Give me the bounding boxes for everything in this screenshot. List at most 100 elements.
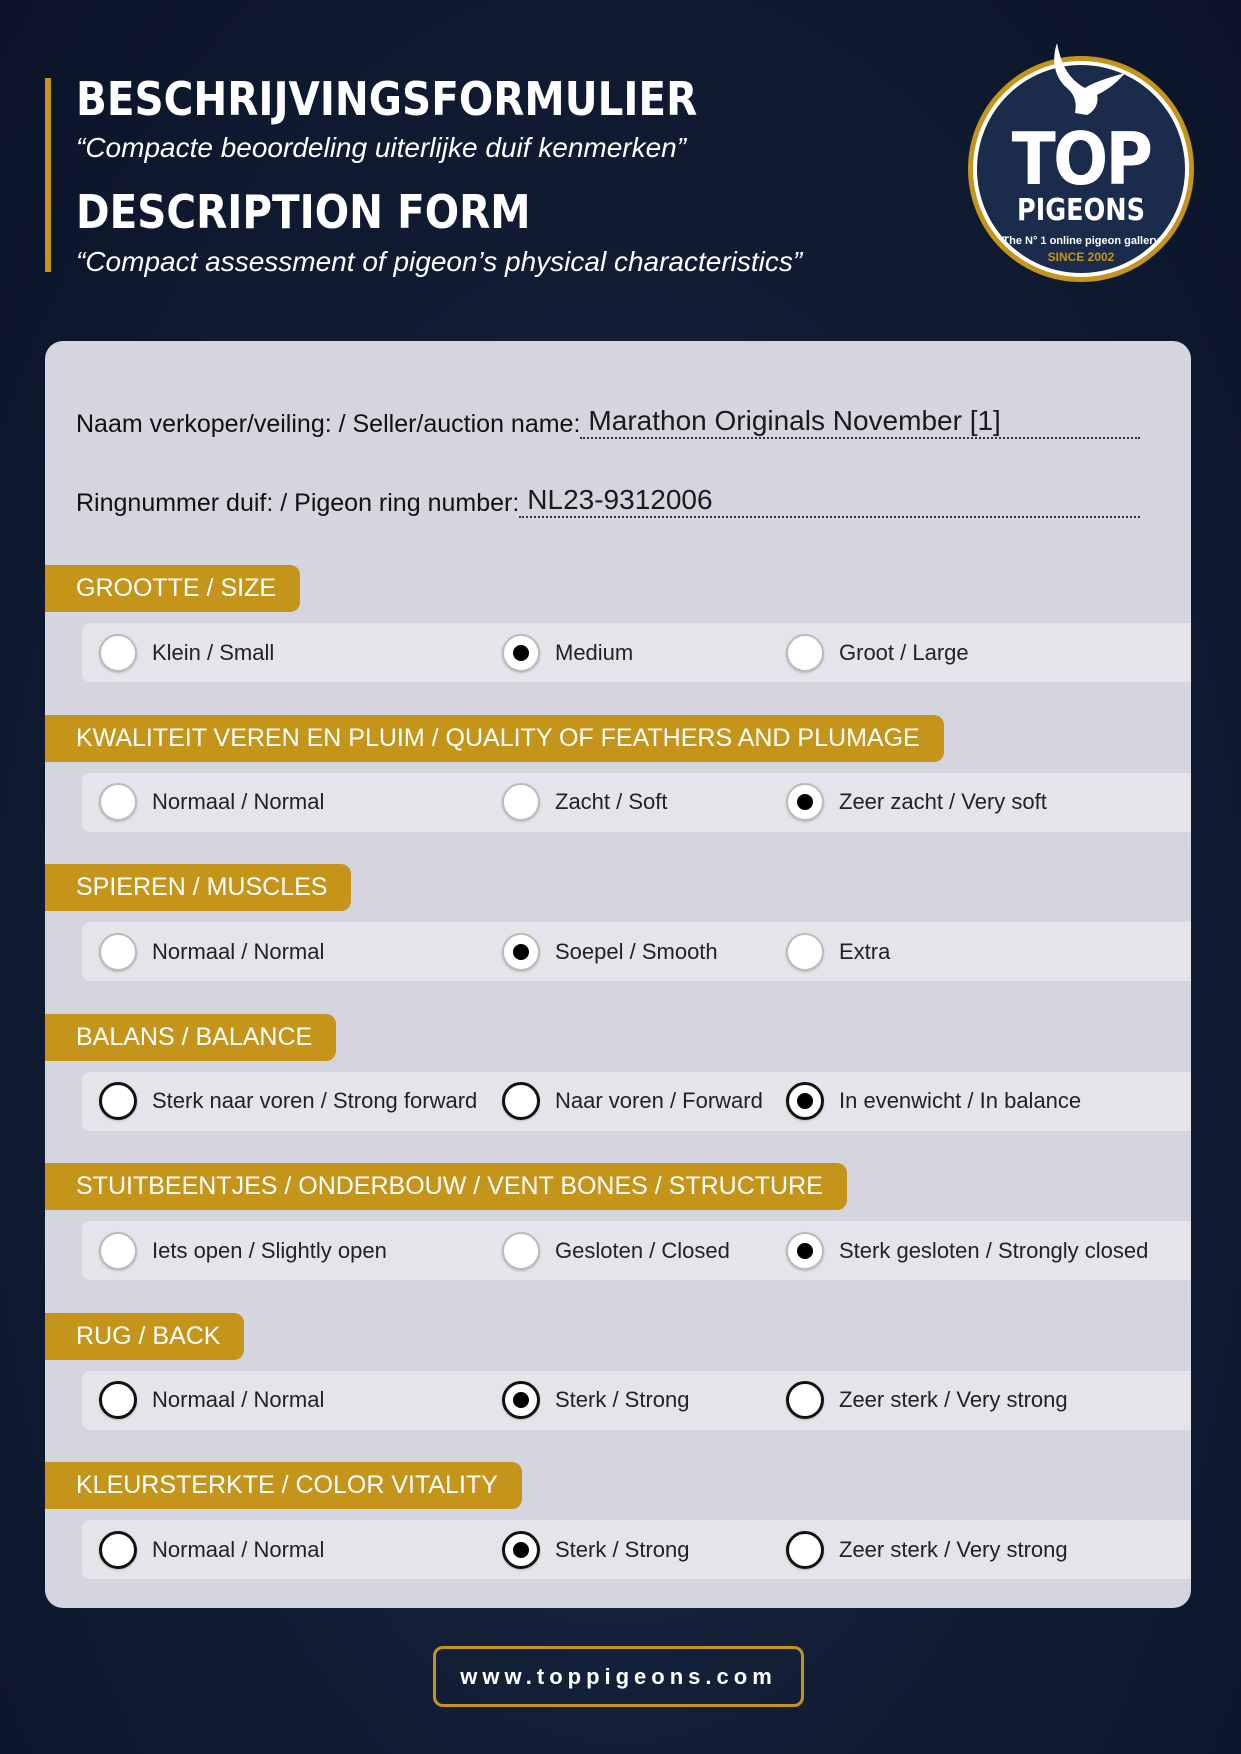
option-label: Zeer zacht / Very soft: [839, 789, 1047, 814]
radio-option[interactable]: Normaal / Normal: [99, 773, 324, 832]
radio-checked-icon[interactable]: [502, 1381, 540, 1419]
radio-unchecked-icon[interactable]: [502, 783, 540, 821]
radio-unchecked-icon[interactable]: [99, 783, 137, 821]
option-label: Groot / Large: [839, 639, 969, 665]
section-header: STUITBEENTJES / ONDERBOUW / VENT BONES /…: [45, 1163, 847, 1210]
radio-unchecked-icon[interactable]: [786, 1381, 824, 1419]
radio-option[interactable]: Sterk naar voren / Strong forward: [99, 1072, 477, 1131]
option-label: Zeer sterk / Very strong: [839, 1387, 1068, 1412]
radio-dot: [797, 794, 813, 810]
radio-checked-icon[interactable]: [502, 932, 540, 971]
option-label: Sterk naar voren / Strong forward: [152, 1088, 478, 1113]
section-header: SPIEREN / MUSCLES: [45, 864, 352, 911]
option-row: Normaal / Normal Sterk / Strong Zeer sterk…: [82, 1520, 1191, 1579]
logo-text-top: TOP: [1011, 117, 1153, 201]
radio-option[interactable]: In evenwicht / In balance: [786, 1072, 1081, 1131]
radio-dot: [797, 1242, 813, 1259]
option-label: Klein / Small: [152, 639, 275, 665]
radio-unchecked-icon[interactable]: [786, 932, 824, 971]
option-label: Gesloten / Closed: [555, 1237, 730, 1263]
section-header: KWALITEIT VEREN EN PLUIM / QUALITY OF FE…: [45, 714, 944, 762]
radio-dot: [797, 1093, 813, 1109]
accent-bar: [45, 78, 51, 272]
subtitle-en: “Compact assessment of pigeon’s physical…: [76, 246, 803, 277]
option-label: Iets open / Slightly open: [152, 1237, 387, 1263]
radio-unchecked-icon[interactable]: [502, 1082, 540, 1120]
radio-dot: [513, 943, 529, 960]
ring-number-input[interactable]: NL23-9312006: [519, 484, 1140, 518]
seller-label: Naam verkoper/veiling: / Seller/auction …: [76, 410, 581, 438]
radio-dot: [513, 644, 529, 661]
radio-option[interactable]: Groot / Large: [786, 623, 969, 682]
radio-unchecked-icon[interactable]: [99, 932, 137, 971]
option-label: Zacht / Soft: [555, 789, 668, 814]
section-header: RUG / BACK: [45, 1312, 245, 1360]
logo-text-pigeons: PIGEONS: [1017, 193, 1145, 228]
option-label: Sterk / Strong: [555, 1387, 690, 1412]
radio-unchecked-icon[interactable]: [502, 1231, 540, 1270]
radio-unchecked-icon[interactable]: [99, 1082, 137, 1120]
radio-unchecked-icon[interactable]: [99, 1530, 137, 1569]
radio-option[interactable]: Sterk / Strong: [502, 1371, 690, 1430]
option-label: Medium: [555, 639, 634, 665]
radio-unchecked-icon[interactable]: [99, 1231, 137, 1270]
radio-option[interactable]: Normaal / Normal: [99, 1371, 324, 1430]
option-row: Iets open / Slightly open Gesloten / Clos…: [82, 1221, 1191, 1280]
title-en: DESCRIPTION FORM: [76, 185, 531, 239]
top-pigeons-logo: TOP PIGEONS The N° 1 online pigeon galle…: [968, 43, 1194, 282]
radio-dot: [513, 1541, 529, 1558]
radio-unchecked-icon[interactable]: [99, 1381, 137, 1419]
option-row: Normaal / Normal Sterk / Strong Zeer sterk…: [82, 1370, 1191, 1430]
radio-checked-icon[interactable]: [786, 1082, 824, 1120]
radio-option[interactable]: Zeer sterk / Very strong: [786, 1371, 1068, 1430]
radio-checked-icon[interactable]: [786, 1231, 824, 1270]
option-label: In evenwicht / In balance: [839, 1088, 1082, 1113]
radio-unchecked-icon[interactable]: [99, 633, 137, 672]
radio-option[interactable]: Medium: [502, 623, 633, 682]
option-row: Normaal / Normal Soepel / Smooth Extra: [82, 922, 1191, 981]
seller-input[interactable]: Marathon Originals November [1]: [580, 405, 1140, 439]
option-label: Normaal / Normal: [152, 938, 325, 964]
option-row: Klein / Small Medium Groot / Large: [82, 623, 1191, 682]
radio-option[interactable]: Normaal / Normal: [99, 922, 324, 981]
option-label: Zeer sterk / Very strong: [839, 1536, 1068, 1562]
title-nl: BESCHRIJVINGSFORMULIER: [76, 72, 698, 126]
section-header: BALANS / BALANCE: [45, 1013, 337, 1061]
option-label: Normaal / Normal: [152, 1387, 325, 1412]
radio-checked-icon[interactable]: [502, 633, 540, 672]
radio-checked-icon[interactable]: [502, 1530, 540, 1569]
ring-number-label: Ringnummer duif: / Pigeon ring number:: [76, 489, 520, 517]
radio-dot: [513, 1392, 529, 1408]
option-row: Sterk naar voren / Strong forward Naar vo…: [82, 1071, 1191, 1131]
logo-since: SINCE 2002: [1047, 250, 1115, 264]
radio-option[interactable]: Zeer zacht / Very soft: [786, 773, 1047, 832]
option-label: Extra: [839, 938, 891, 964]
radio-unchecked-icon[interactable]: [786, 1530, 824, 1569]
radio-option[interactable]: Zeer sterk / Very strong: [786, 1520, 1068, 1579]
option-label: Sterk gesloten / Strongly closed: [839, 1237, 1149, 1263]
radio-option[interactable]: Extra: [786, 922, 890, 981]
radio-option[interactable]: Sterk / Strong: [502, 1520, 690, 1579]
radio-option[interactable]: Klein / Small: [99, 623, 274, 682]
option-row: Normaal / Normal Zacht / Soft Zeer zacht /…: [82, 772, 1191, 832]
radio-option[interactable]: Gesloten / Closed: [502, 1221, 730, 1280]
option-label: Soepel / Smooth: [555, 938, 718, 964]
radio-checked-icon[interactable]: [786, 783, 824, 821]
radio-option[interactable]: Zacht / Soft: [502, 773, 668, 832]
radio-option[interactable]: Iets open / Slightly open: [99, 1221, 387, 1280]
radio-option[interactable]: Normaal / Normal: [99, 1520, 324, 1579]
seller-field: Naam verkoper/veiling: / Seller/auction …: [76, 405, 1140, 439]
website-link[interactable]: www.toppigeons.com: [433, 1646, 804, 1707]
subtitle-nl: “Compacte beoordeling uiterlijke duif ke…: [76, 132, 687, 163]
radio-option[interactable]: Soepel / Smooth: [502, 922, 718, 981]
logo-tagline: The N° 1 online pigeon gallery: [1002, 235, 1160, 247]
radio-unchecked-icon[interactable]: [786, 633, 824, 672]
option-label: Sterk / Strong: [555, 1536, 690, 1562]
radio-option[interactable]: Sterk gesloten / Strongly closed: [786, 1221, 1148, 1280]
pigeon-icon: [1054, 43, 1125, 115]
option-label: Normaal / Normal: [152, 1536, 325, 1562]
radio-option[interactable]: Naar voren / Forward: [502, 1072, 763, 1131]
option-label: Normaal / Normal: [152, 789, 325, 814]
ring-number-field: Ringnummer duif: / Pigeon ring number: N…: [76, 484, 1140, 518]
option-label: Naar voren / Forward: [555, 1088, 763, 1113]
